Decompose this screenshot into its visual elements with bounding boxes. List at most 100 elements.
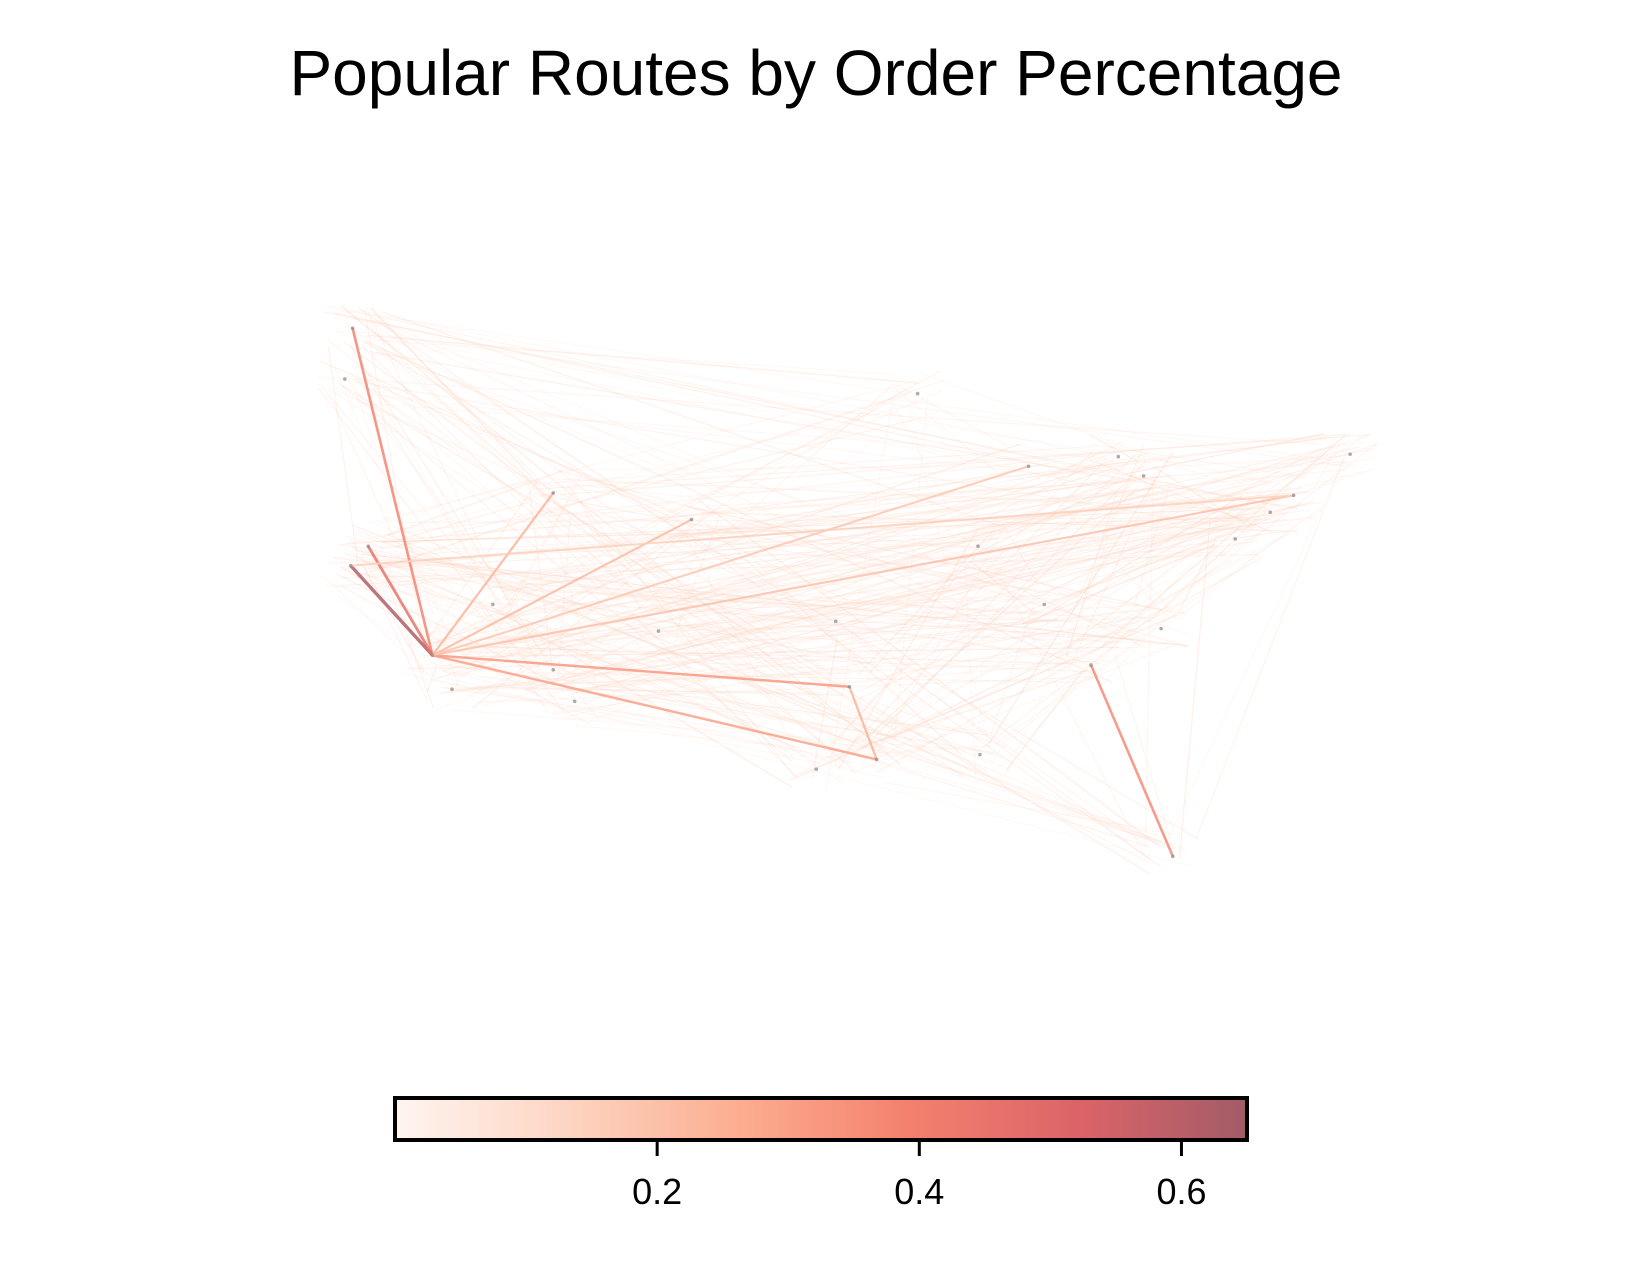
route-faint <box>592 526 1007 679</box>
city-dot-18 <box>814 767 819 771</box>
route-faint <box>472 528 692 709</box>
route-faint <box>1046 441 1123 479</box>
route-faint <box>548 515 597 683</box>
route-faint <box>1020 511 1286 615</box>
route-4 <box>432 654 850 688</box>
route-faint <box>319 383 599 720</box>
route-faint <box>441 473 1148 673</box>
route-faint <box>453 488 1167 677</box>
route-faint <box>654 604 1138 637</box>
route-faint <box>358 392 1118 484</box>
route-faint <box>1065 470 1133 655</box>
route-faint <box>850 482 1157 623</box>
city-dot-2 <box>350 326 355 330</box>
route-faint <box>334 367 452 643</box>
route-faint <box>1005 670 1084 771</box>
route-faint <box>853 642 1180 773</box>
route-faint <box>524 481 963 777</box>
route-faint <box>438 540 1260 667</box>
route-faint <box>706 480 1136 508</box>
route-faint <box>524 445 1334 692</box>
route-faint <box>919 372 1273 501</box>
route-faint <box>356 377 533 654</box>
route-faint <box>825 444 1098 754</box>
route-faint <box>838 481 1272 615</box>
city-dot-4 <box>450 687 454 691</box>
route-faint <box>1001 522 1039 585</box>
route-faint <box>1089 433 1139 463</box>
route-faint <box>357 381 1241 530</box>
route-faint <box>890 398 967 543</box>
route-faint <box>1103 435 1338 683</box>
route-faint <box>835 624 1152 849</box>
route-faint <box>394 565 879 667</box>
route-faint <box>834 453 1136 763</box>
route-faint <box>825 403 893 792</box>
route-faint <box>666 390 942 513</box>
route-faint <box>668 474 1173 538</box>
route-faint <box>995 484 1267 773</box>
route-faint <box>397 502 528 541</box>
route-0 <box>351 327 434 656</box>
route-faint <box>1023 494 1243 628</box>
route-faint <box>793 753 889 769</box>
city-dot-11 <box>1171 854 1175 859</box>
route-faint <box>425 648 874 672</box>
route-faint <box>362 563 425 673</box>
route-faint <box>684 534 795 749</box>
route-faint <box>674 512 704 644</box>
route-faint <box>352 546 795 748</box>
route-faint <box>372 388 796 760</box>
route-faint <box>682 619 1051 647</box>
route-faint <box>468 387 908 666</box>
route-faint <box>443 671 853 764</box>
route-faint <box>551 442 1365 714</box>
route-faint <box>342 385 1151 875</box>
route-faint <box>679 486 1131 633</box>
route-faint <box>336 390 843 624</box>
route-faint <box>896 384 1008 447</box>
city-dot-16 <box>915 391 920 396</box>
route-faint <box>342 586 592 726</box>
route-faint <box>382 469 564 538</box>
route-faint <box>557 630 850 686</box>
route-faint <box>566 484 796 779</box>
route-faint <box>969 458 1104 527</box>
route-faint <box>949 462 1152 548</box>
route-faint <box>337 381 794 763</box>
route-faint <box>666 437 1327 519</box>
route-faint <box>1263 501 1267 517</box>
route-faint <box>953 481 1119 566</box>
route-faint <box>424 480 539 643</box>
page-title: Popular Routes by Order Percentage <box>289 37 1343 109</box>
route-faint <box>434 443 1022 644</box>
route-faint <box>363 309 424 638</box>
route-faint <box>326 338 851 767</box>
route-faint <box>678 462 1051 540</box>
route-faint <box>989 605 1034 740</box>
route-faint <box>1032 502 1249 599</box>
route-faint <box>336 330 1042 630</box>
route-8 <box>1089 664 1175 857</box>
route-faint <box>323 311 1280 507</box>
route-faint <box>339 309 901 393</box>
route-faint <box>1153 466 1254 531</box>
route-faint <box>559 470 1189 647</box>
route-faint <box>356 309 1097 455</box>
route-faint <box>647 597 1049 612</box>
route-faint <box>340 546 536 666</box>
route-faint <box>687 505 1163 611</box>
city-dot-13 <box>1348 452 1352 456</box>
route-faint <box>506 588 828 607</box>
route-faint <box>547 618 1057 695</box>
route-faint <box>346 536 649 629</box>
route-faint <box>345 484 1036 545</box>
route-faint <box>996 568 1145 855</box>
route-faint <box>668 484 1011 539</box>
route-faint <box>680 616 993 766</box>
route-faint <box>988 451 1148 539</box>
route-faint <box>977 542 989 758</box>
route-faint <box>364 503 670 552</box>
route-faint <box>811 638 838 779</box>
route-faint <box>823 458 1108 752</box>
